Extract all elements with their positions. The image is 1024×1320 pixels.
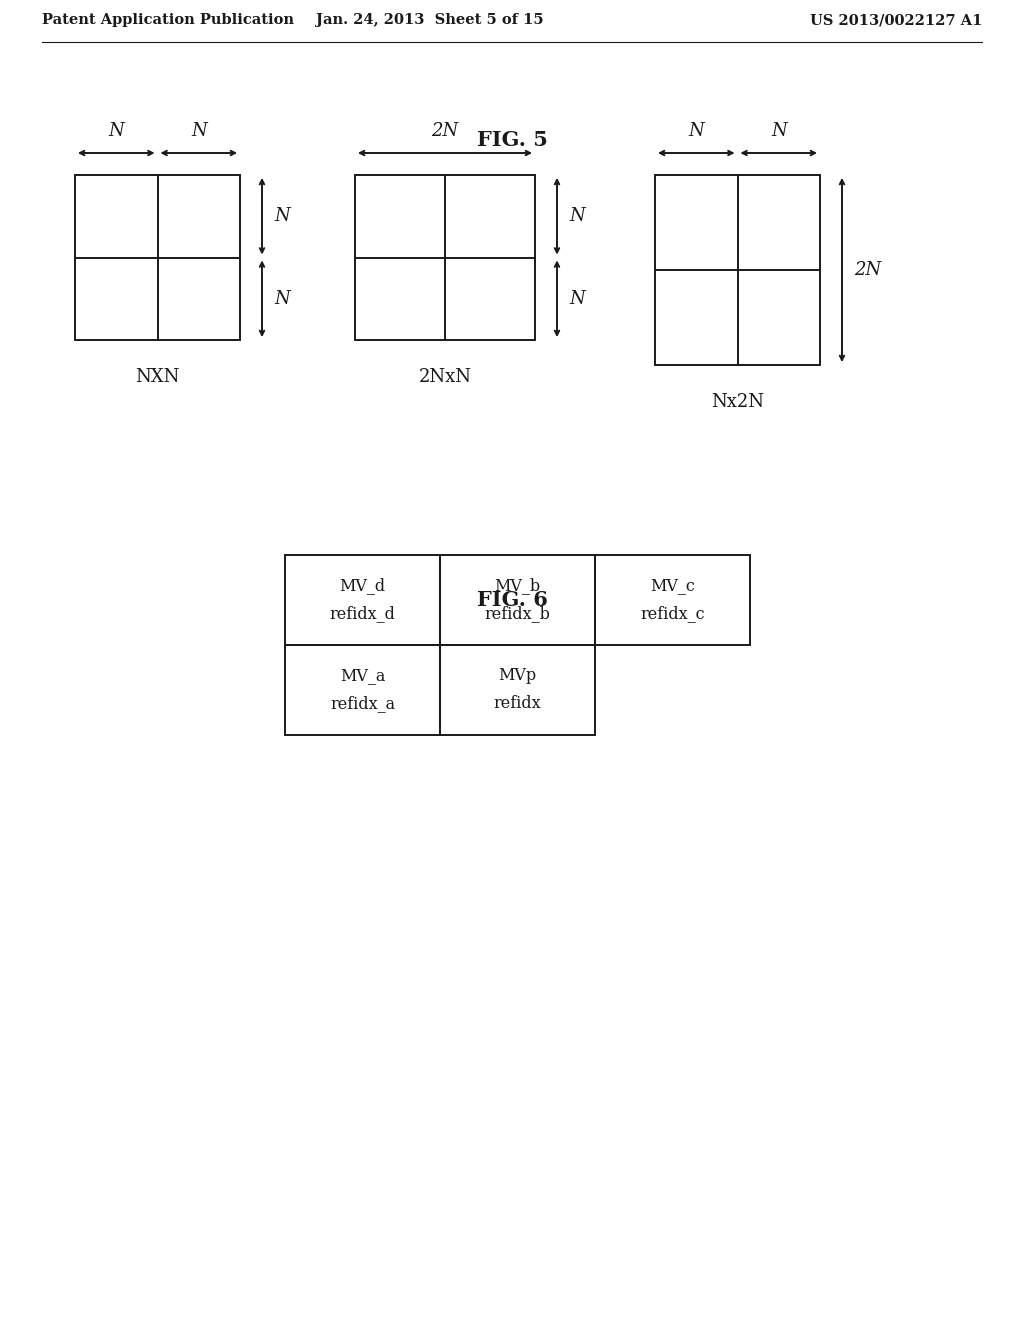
Text: Nx2N: Nx2N [711, 393, 764, 411]
Text: NXN: NXN [135, 368, 179, 385]
Bar [75, 176, 240, 341]
Text: N: N [274, 207, 290, 226]
Bar [285, 645, 440, 735]
Text: N: N [109, 121, 124, 140]
Text: 2NxN: 2NxN [419, 368, 471, 385]
Text: Patent Application Publication: Patent Application Publication [42, 13, 294, 26]
Text: MVp: MVp [499, 668, 537, 685]
Text: refidx_c: refidx_c [640, 606, 705, 623]
Text: Jan. 24, 2013  Sheet 5 of 15: Jan. 24, 2013 Sheet 5 of 15 [316, 13, 544, 26]
Bar [285, 554, 440, 645]
Text: 2N: 2N [431, 121, 459, 140]
Text: MV_a: MV_a [340, 668, 385, 685]
Text: refidx: refidx [494, 696, 542, 713]
Bar [655, 176, 820, 366]
Bar [355, 176, 535, 341]
Text: N: N [569, 290, 585, 308]
Text: FIG. 5: FIG. 5 [476, 129, 548, 150]
Text: MV_b: MV_b [495, 578, 541, 594]
Text: 2N: 2N [854, 261, 882, 279]
Text: MV_c: MV_c [650, 578, 695, 594]
Text: N: N [771, 121, 786, 140]
Text: refidx_a: refidx_a [330, 696, 395, 713]
Text: US 2013/0022127 A1: US 2013/0022127 A1 [810, 13, 982, 26]
Bar [440, 554, 595, 645]
Text: N: N [688, 121, 705, 140]
Bar [595, 554, 750, 645]
Text: refidx_d: refidx_d [330, 606, 395, 623]
Text: MV_d: MV_d [339, 578, 386, 594]
Text: N: N [569, 207, 585, 226]
Text: N: N [190, 121, 207, 140]
Text: N: N [274, 290, 290, 308]
Bar [440, 645, 595, 735]
Text: refidx_b: refidx_b [484, 606, 551, 623]
Text: FIG. 6: FIG. 6 [476, 590, 548, 610]
